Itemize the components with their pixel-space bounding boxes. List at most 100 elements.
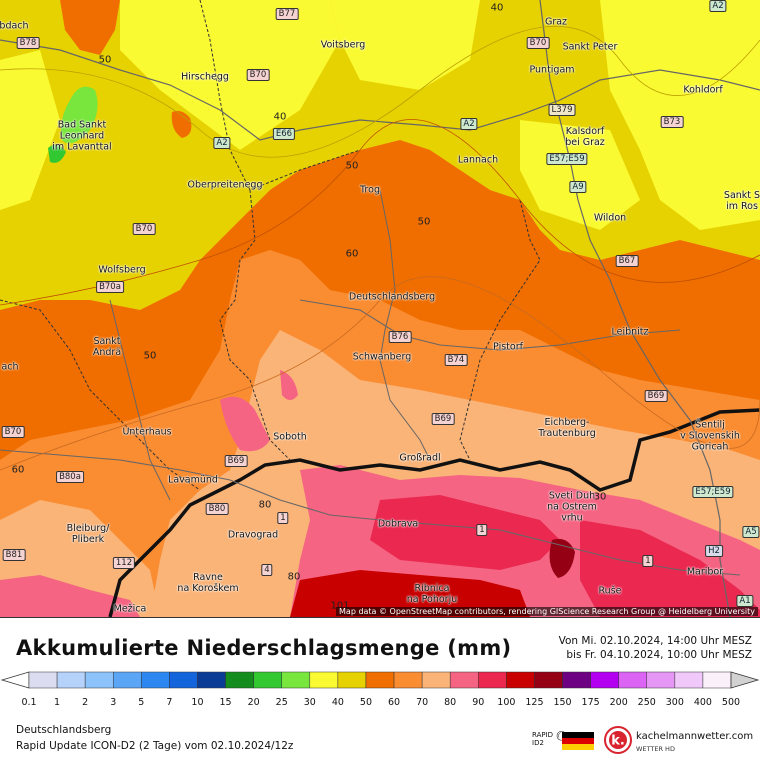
place-label: Šentilj v Slovenskih Goricah	[680, 419, 740, 453]
colorbar-segment	[253, 671, 282, 689]
brand[interactable]: kachelmannwetter.com WETTER HD	[636, 731, 753, 755]
place-label: Maribor	[686, 566, 724, 578]
colorbar-segment	[393, 671, 423, 689]
road-shield: B77	[275, 8, 299, 20]
colorbar-segment	[365, 671, 395, 689]
road-shield: B73	[660, 116, 684, 128]
place-label: Großradl	[399, 452, 441, 464]
model-run-info: Rapid Update ICON-D2 (2 Tage) vom 02.10.…	[16, 740, 294, 752]
kachelmann-logo-icon[interactable]: k.	[604, 726, 632, 754]
place-label: Hirschegg	[181, 71, 229, 83]
contour-label: 60	[11, 464, 25, 476]
svg-text:k.: k.	[611, 734, 625, 749]
place-label: Trog	[360, 184, 380, 196]
road-shield: B78	[16, 37, 40, 49]
colorbar-segment	[337, 671, 367, 689]
road-shield: A1	[736, 595, 754, 607]
contour-label: 60	[345, 248, 359, 260]
colorbar-segment	[646, 671, 676, 689]
place-label: Kalsdorf bei Graz	[565, 126, 605, 148]
road-shield: B70	[132, 223, 156, 235]
road-shield: B70	[526, 37, 550, 49]
place-label: Wildon	[593, 212, 627, 224]
place-label: Soboth	[273, 431, 307, 443]
legend-tick-label: 10	[191, 697, 204, 708]
place-label: Bleiburg/ Pliberk	[66, 523, 110, 545]
period-to: bis Fr. 04.10.2024, 10:00 Uhr MESZ	[566, 649, 752, 661]
road-shield: 1	[642, 555, 654, 567]
road-shield: B76	[388, 331, 412, 343]
precipitation-map[interactable]: B77 B78 B70 B70 A2 L379 A2 E66 A2 B73 E57;E59 A9 B70…	[0, 0, 760, 618]
place-label: Ruše	[598, 585, 622, 597]
colorbar-segment	[618, 671, 648, 689]
legend-tick-label: 70	[416, 697, 429, 708]
colorbar-segment	[309, 671, 339, 689]
colorbar-segment	[28, 671, 58, 689]
colorbar-segment	[197, 671, 226, 689]
legend-tick-label: 3	[110, 697, 117, 708]
road-shield: A2	[460, 118, 478, 130]
road-shield: 4	[261, 564, 273, 576]
legend-tick-label: 250	[637, 697, 656, 708]
place-label: Ribnica na Pohorju	[406, 583, 458, 605]
road-shield: B70a	[96, 281, 124, 293]
legend-tick-label: 25	[275, 697, 288, 708]
place-label: Bad Sankt Leonhard im Lavanttal	[52, 119, 112, 153]
road-shield: 1	[277, 512, 289, 524]
contour-label: 40	[490, 2, 504, 14]
road-shield: A2	[709, 0, 727, 12]
road-shield: 1	[476, 524, 488, 536]
legend-tick-label: 125	[525, 697, 544, 708]
colorbar-segment	[281, 671, 311, 689]
contour-label: 80	[258, 499, 272, 511]
road-shield: B70	[1, 426, 25, 438]
road-shield: H2	[705, 545, 723, 557]
legend-tick-label: 2	[82, 697, 89, 708]
place-label: Unterhaus	[122, 426, 172, 438]
colorbar-segment	[112, 671, 142, 689]
legend-tick-label: 100	[497, 697, 516, 708]
time-period: Von Mi. 02.10.2024, 14:00 Uhr MESZ bis F…	[559, 634, 752, 662]
contour-label: 50	[417, 216, 431, 228]
contour-label: 50	[345, 160, 359, 172]
place-label: Voitsberg	[320, 39, 366, 51]
road-shield: E66	[272, 128, 296, 140]
colorbar-segment	[141, 671, 170, 689]
contour-label: 40	[273, 111, 287, 123]
location-name: Deutschlandsberg	[16, 724, 112, 736]
place-label: Mežica	[113, 603, 147, 615]
legend-tick-label: 40	[331, 697, 344, 708]
map-attribution: Map data © OpenStreetMap contributors, r…	[336, 607, 758, 616]
place-label: Schwanberg	[352, 351, 412, 363]
road-shield: E57;E59	[692, 486, 734, 498]
place-label: Sveti Duh na Ostrem vrhu	[547, 490, 597, 524]
legend-tick-label: 500	[721, 697, 741, 708]
place-label: Graz	[544, 16, 568, 28]
place-label: Deutschlandsberg	[348, 291, 436, 303]
place-label: Oberpreitenegg	[187, 179, 263, 191]
place-label: Sankt Andrä	[92, 336, 122, 358]
colorbar-min-arrow	[0, 671, 30, 689]
place-label: Kohldorf	[683, 84, 723, 96]
road-shield: B80	[205, 503, 229, 515]
legend-tick-label: 80	[444, 697, 457, 708]
legend-tick-label: 1	[54, 697, 61, 708]
road-shield: E57;E59	[546, 153, 588, 165]
contour-label: 80	[287, 571, 301, 583]
colorbar-segment	[84, 671, 114, 689]
colorbar-segment	[534, 671, 563, 689]
place-label: Lavamünd	[168, 474, 218, 486]
period-from: Von Mi. 02.10.2024, 14:00 Uhr MESZ	[558, 635, 752, 647]
place-label: ach	[1, 361, 19, 373]
place-label: Ravne na Koroškem	[177, 572, 239, 594]
legend-tick-label: 0.1	[21, 697, 37, 708]
rapid-id2-label: RAPID ID2	[532, 731, 554, 747]
road-shield: A5	[742, 526, 760, 538]
legend-tick-label: 175	[581, 697, 600, 708]
colorbar-segment	[421, 671, 451, 689]
legend-tick-label: 300	[665, 697, 684, 708]
road-shield: B69	[644, 390, 668, 402]
colorbar-segment	[56, 671, 86, 689]
place-label: bdach	[0, 20, 29, 32]
contour-label: 30	[593, 491, 607, 503]
